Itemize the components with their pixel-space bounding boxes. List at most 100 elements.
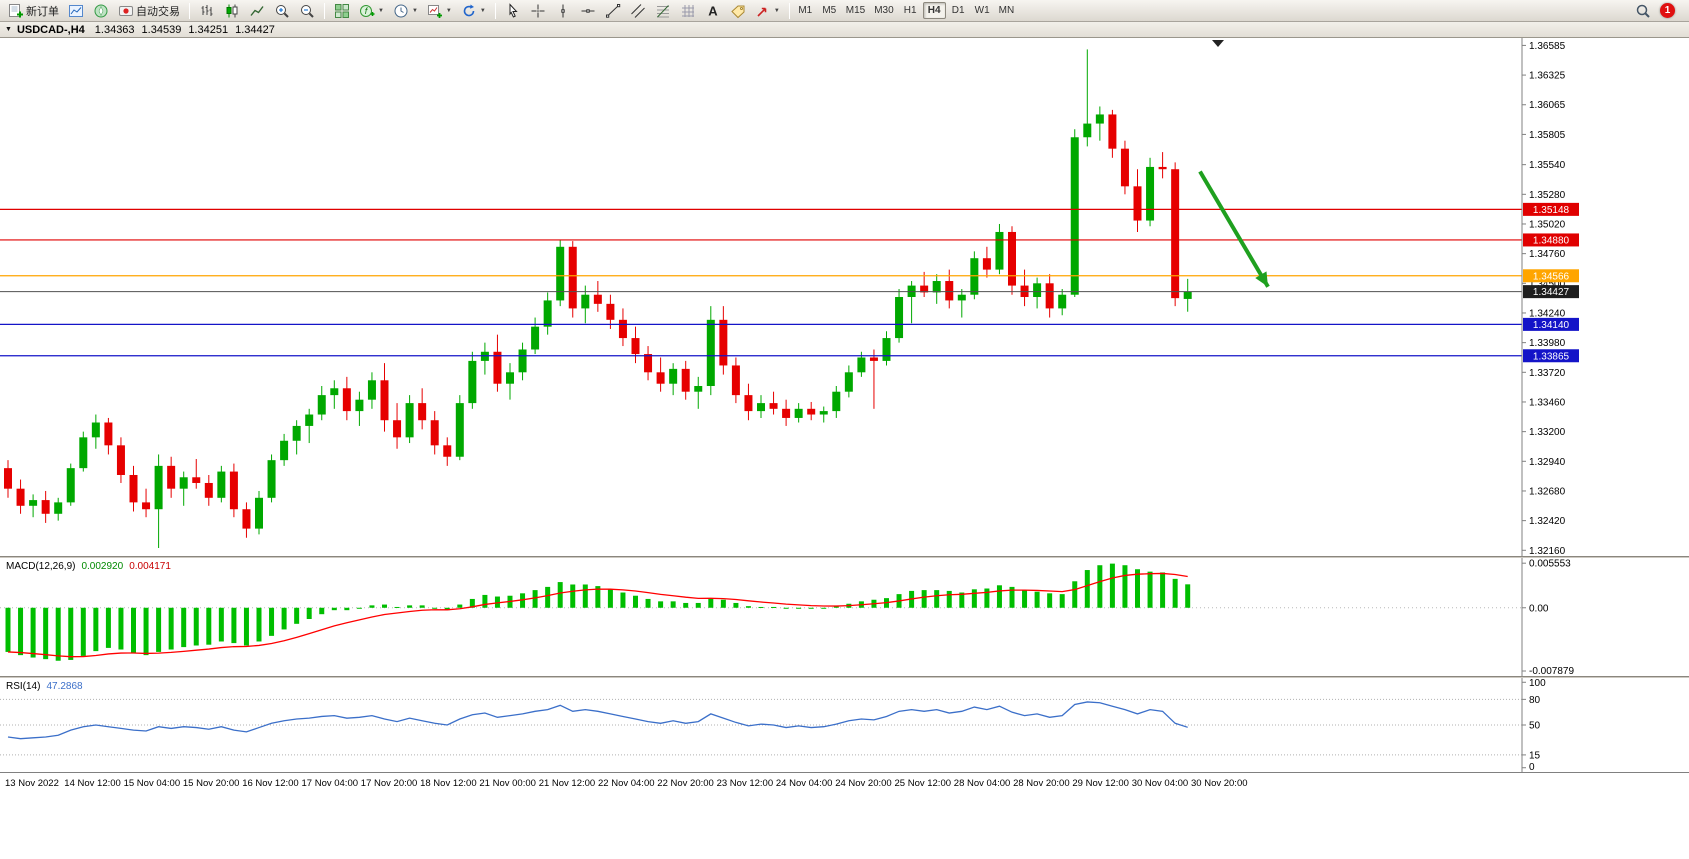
horizontal-line-button[interactable] [576,1,600,20]
time-label: 21 Nov 00:00 [479,778,536,789]
line-chart-button[interactable] [245,1,269,20]
window-menu-icon[interactable]: ▼ [5,26,12,33]
rsi-value: 47.2868 [46,681,83,692]
timeframe-m1-button[interactable]: M1 [798,5,813,16]
text-label-button[interactable] [726,1,750,20]
dropdown-caret-icon[interactable]: ▼ [411,7,418,14]
price-tick: 1.32420 [1529,516,1566,527]
time-label: 28 Nov 04:00 [953,778,1011,789]
vertical-line-button[interactable] [551,1,575,20]
timeframe-h1-button[interactable]: H1 [903,5,917,16]
macd-indicator-label: MACD(12,26,9) 0.002920 0.004171 [6,561,177,572]
chart-symbol-period: USDCAD-,H4 [16,23,85,36]
time-label: 29 Nov 12:00 [1072,778,1129,789]
macd-scale-tick: 0.005553 [1529,559,1571,570]
time-label: 24 Nov 04:00 [775,778,833,789]
equidistant-channel-button[interactable] [626,1,650,20]
navigator-button[interactable] [89,1,113,20]
navigator-icon [94,4,108,17]
refresh-icon [463,4,475,16]
price-tick: 1.36325 [1529,71,1566,82]
panel-splitter[interactable] [0,676,1689,678]
grid-icon [681,4,694,17]
time-label: 23 Nov 12:00 [716,778,774,789]
time-label: 15 Nov 04:00 [123,778,181,789]
price-tick: 1.35540 [1529,160,1566,171]
rsi-name: RSI(14) [6,681,41,692]
bars-icon [201,4,213,16]
dropdown-caret-icon[interactable]: ▼ [773,7,780,14]
new-order-button[interactable]: 新订单 [4,1,63,20]
zoom-in-button[interactable] [270,1,294,20]
price-line-label: 1.34140 [1533,320,1570,331]
price-tick: 1.34500 [1529,279,1566,290]
dropdown-caret-icon[interactable]: ▼ [445,7,452,14]
toolbar-separator [494,2,496,19]
trend-arrow[interactable] [1198,170,1270,288]
macd-panel[interactable]: 0.005553 0.00 -0.007879 [0,558,1689,676]
arrows-button[interactable]: ▼ [751,1,784,20]
trendline-button[interactable] [601,1,625,20]
dropdown-caret-icon[interactable]: ▼ [479,7,486,14]
search-button[interactable] [1631,1,1655,20]
fibonacci-retracement-button[interactable] [651,1,675,20]
zoom-out-button[interactable] [295,1,319,20]
text-icon: A [708,3,718,18]
timeframe-m30-button[interactable]: M30 [874,5,894,16]
timeframe-h4-button[interactable]: H4 [922,2,946,19]
price-tick: 1.36585 [1529,41,1566,52]
auto-trading-button[interactable]: 自动交易 [114,1,184,20]
quote-open: 1.34363 [94,23,135,36]
toolbar-separator [324,2,325,19]
macd-scale-tick: 0.00 [1529,603,1549,614]
time-label: 14 Nov 12:00 [64,778,121,789]
time-label: 15 Nov 20:00 [182,778,240,789]
drawing-grid-button[interactable] [676,1,700,20]
main-chart[interactable]: 1.36585 1.36325 1.36065 1.35805 1.35540 1.352… [0,38,1689,556]
svg-text:f: f [365,6,369,16]
panel-splitter[interactable] [0,556,1689,558]
new-chart-button[interactable]: ▼ [423,1,456,20]
profiles-button[interactable]: ▼ [457,1,490,20]
crosshair-button[interactable] [526,1,550,20]
price-tick: 1.35020 [1529,219,1566,230]
svg-text:A: A [708,3,718,18]
timeframe-mn-button[interactable]: MN [998,5,1015,16]
rsi-scale-tick: 50 [1529,721,1541,732]
dropdown-caret-icon[interactable]: ▼ [378,7,384,14]
time-axis: 13 Nov 2022 14 Nov 12:00 15 Nov 04:00 15 No… [0,772,1689,796]
periods-button[interactable]: ▼ [389,1,422,20]
timeframe-m5-button[interactable]: M5 [822,5,837,16]
macd-value: 0.002920 [81,561,124,572]
crosshair-icon [531,4,545,17]
tile-windows-button[interactable] [330,1,354,20]
timeframe-d1-button[interactable]: D1 [951,5,965,16]
timeframe-w1-button[interactable]: W1 [974,5,990,16]
price-line-label: 1.34566 [1533,271,1570,282]
clock-icon [394,4,408,17]
text-button[interactable]: A [701,1,725,20]
new-order-label: 新订单 [26,5,59,18]
rsi-scale-tick: 0 [1529,762,1535,772]
price-tick: 1.35280 [1529,190,1566,201]
time-label: 16 Nov 12:00 [242,778,299,789]
chart-shift-marker[interactable] [1212,40,1224,47]
indicators-button[interactable]: f ▼ [355,1,388,20]
fibo-icon [656,4,669,17]
market-watch-button[interactable] [64,1,88,20]
rsi-panel[interactable]: 100 80 50 150 [0,678,1689,772]
chart-window-icon [69,4,83,17]
price-line-label: 1.33865 [1533,351,1570,362]
cursor-button[interactable] [501,1,525,20]
timeframe-toolbar: M1 M5 M15 M30 H1 H4 D1 W1 MN [794,2,1018,19]
timeframe-m15-button[interactable]: M15 [845,5,866,16]
time-label: 17 Nov 20:00 [360,778,418,789]
notification-badge[interactable]: 1 [1660,3,1675,18]
search-icon [1636,4,1650,18]
quote-close: 1.34427 [235,23,275,36]
candlestick-chart-button[interactable] [220,1,244,20]
bar-chart-button[interactable] [195,1,219,20]
cursor-icon [509,2,518,18]
zoom-out-icon [301,4,314,18]
